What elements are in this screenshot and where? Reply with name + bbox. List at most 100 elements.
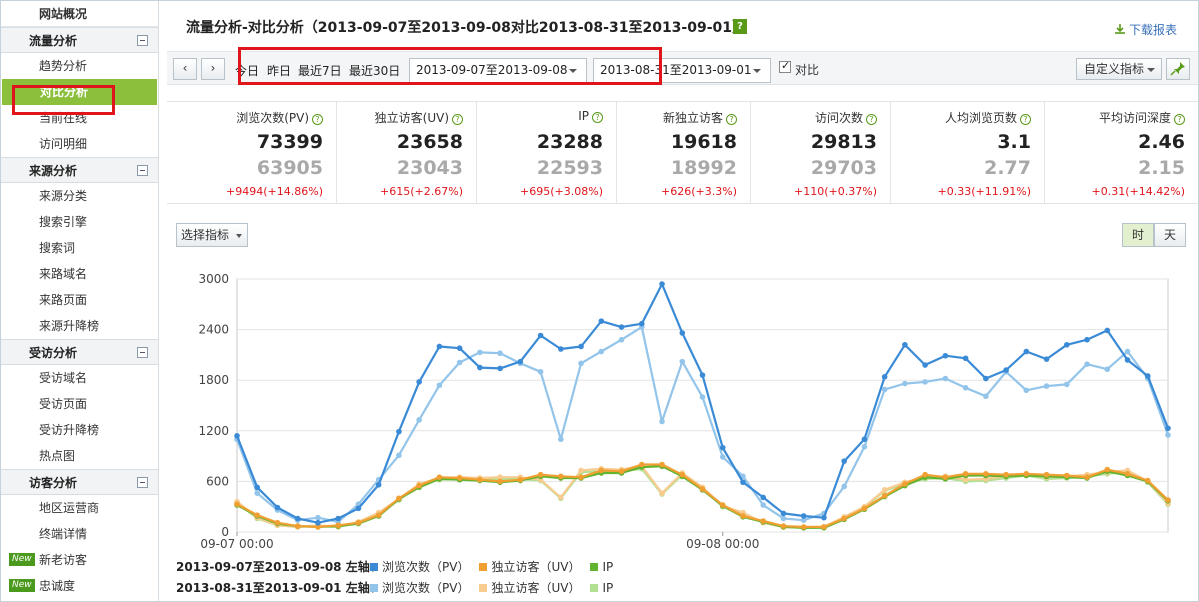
legend-item[interactable]: 独立访客（UV） xyxy=(477,557,580,578)
legend-swatch xyxy=(370,563,378,571)
legend-item[interactable]: 浏览次数（PV） xyxy=(368,578,469,599)
data-point xyxy=(436,343,443,350)
sidebar-item-overview[interactable]: 网站概况 xyxy=(1,1,158,27)
y-tick-label: 1800 xyxy=(198,373,229,387)
sidebar-item-visited-rank[interactable]: 受访升降榜 xyxy=(39,423,100,437)
data-point xyxy=(274,519,281,526)
legend-swatch xyxy=(479,584,488,592)
metric-diff: +0.31(+14.42%) xyxy=(1091,185,1185,198)
collapse-icon[interactable] xyxy=(137,347,148,358)
sidebar-item-visit-detail[interactable]: 访问明细 xyxy=(39,137,88,151)
metric-current: 19618 xyxy=(670,131,737,153)
metric-label: IP? xyxy=(578,109,603,123)
help-icon[interactable]: ? xyxy=(866,114,877,125)
data-point xyxy=(497,365,503,372)
help-icon[interactable]: ? xyxy=(592,112,603,123)
help-icon[interactable]: ? xyxy=(1020,114,1031,125)
data-point xyxy=(477,349,483,356)
data-point xyxy=(902,380,908,387)
sidebar-item-search-engine[interactable]: 搜索引擎 xyxy=(39,215,88,229)
pin-button[interactable] xyxy=(1166,58,1190,80)
metric-label: 新独立访客? xyxy=(663,109,737,126)
data-point xyxy=(922,379,928,385)
sidebar-item-new-returning[interactable]: New 新老访客 xyxy=(1,547,158,573)
chevron-down-icon xyxy=(753,69,761,73)
data-point xyxy=(436,382,443,389)
legend-item[interactable]: IP xyxy=(588,578,613,599)
help-icon[interactable]: ? xyxy=(452,114,463,125)
sidebar-item-device[interactable]: 终端详情 xyxy=(39,527,88,541)
help-icon[interactable]: ? xyxy=(312,114,323,125)
data-point xyxy=(558,494,564,501)
legend-period: 2013-08-31至2013-09-01 左轴： xyxy=(176,581,382,595)
data-point xyxy=(1023,387,1030,394)
sidebar-item-heatmap[interactable]: 热点图 xyxy=(39,449,76,463)
compare-label[interactable]: 对比 xyxy=(795,63,820,77)
sidebar-item-online[interactable]: 当前在线 xyxy=(39,111,88,125)
select-metric-dropdown[interactable]: 选择指标 xyxy=(176,223,248,247)
sidebar-group-visited[interactable]: 受访分析 xyxy=(1,339,158,365)
next-button[interactable]: › xyxy=(201,58,225,80)
data-point xyxy=(497,350,503,357)
sidebar-group-traffic[interactable]: 流量分析 xyxy=(1,27,158,53)
data-point xyxy=(841,458,847,464)
metric-label-text: IP xyxy=(578,109,589,123)
legend-item[interactable]: 浏览次数（PV） xyxy=(368,557,469,578)
metric-diff: +615(+2.67%) xyxy=(380,185,463,198)
sidebar-item-visited-domain[interactable]: 受访域名 xyxy=(39,371,88,385)
sidebar-group-source[interactable]: 来源分析 xyxy=(1,157,158,183)
data-point xyxy=(659,281,665,287)
collapse-icon[interactable] xyxy=(137,477,148,488)
quick-range-30days[interactable]: 最近30日 xyxy=(349,64,401,78)
granularity-day-button[interactable]: 天 xyxy=(1154,223,1186,247)
sidebar-item-source-category[interactable]: 来源分类 xyxy=(39,189,88,203)
sidebar-item-referrer-domain[interactable]: 来路域名 xyxy=(39,267,88,281)
sidebar-item-compare[interactable]: 对比分析 xyxy=(2,79,157,105)
collapse-icon[interactable] xyxy=(137,35,148,46)
granularity-hour-button[interactable]: 时 xyxy=(1122,223,1154,247)
quick-range-7days[interactable]: 最近7日 xyxy=(298,64,342,78)
data-point xyxy=(800,513,807,519)
data-point xyxy=(881,492,888,499)
title-bar: 流量分析-对比分析（2013-09-07至2013-09-08对比2013-08… xyxy=(167,1,1198,52)
data-point xyxy=(618,324,625,330)
x-tick-label: 09-07 00:00 xyxy=(200,537,273,551)
sidebar-item-trend[interactable]: 趋势分析 xyxy=(39,59,88,73)
legend-item[interactable]: 独立访客（UV） xyxy=(477,578,580,599)
x-tick-label: 09-08 00:00 xyxy=(686,537,759,551)
help-icon[interactable]: ? xyxy=(726,114,737,125)
data-point xyxy=(760,518,767,524)
custom-metrics-button[interactable]: 自定义指标 xyxy=(1076,58,1162,80)
sidebar-item-referrer-page[interactable]: 来路页面 xyxy=(39,293,88,307)
download-link[interactable]: 下载报表 xyxy=(1114,21,1177,38)
download-icon xyxy=(1114,24,1125,34)
data-point xyxy=(517,358,524,365)
collapse-icon[interactable] xyxy=(137,165,148,176)
quick-range-today[interactable]: 今日 xyxy=(235,64,260,78)
data-point xyxy=(436,474,443,480)
date-range-compare-value: 2013-08-31至2013-09-01 xyxy=(600,63,752,77)
legend-item[interactable]: IP xyxy=(588,557,613,578)
sidebar-item-source-rank[interactable]: 来源升降榜 xyxy=(39,319,100,333)
help-icon[interactable]: ? xyxy=(733,19,747,34)
data-point xyxy=(983,375,989,382)
data-point xyxy=(780,510,787,517)
sidebar-item-visited-page[interactable]: 受访页面 xyxy=(39,397,88,411)
date-range-primary[interactable]: 2013-09-07至2013-09-08 xyxy=(409,58,587,83)
metric-label-text: 独立访客(UV) xyxy=(374,111,449,125)
sidebar-item-region[interactable]: 地区运营商 xyxy=(39,501,100,515)
new-badge: New xyxy=(9,553,35,566)
data-point xyxy=(578,360,584,367)
data-point xyxy=(234,433,240,439)
compare-checkbox[interactable] xyxy=(779,59,791,73)
data-point xyxy=(456,359,463,366)
sidebar-item-search-term[interactable]: 搜索词 xyxy=(39,241,76,255)
metric-diff: +0.33(+11.91%) xyxy=(937,185,1031,198)
data-point xyxy=(679,471,686,478)
help-icon[interactable]: ? xyxy=(1174,114,1185,125)
quick-range-yesterday[interactable]: 昨日 xyxy=(267,64,292,78)
prev-button[interactable]: ‹ xyxy=(173,58,197,80)
date-range-compare[interactable]: 2013-08-31至2013-09-01 xyxy=(593,58,771,83)
sidebar-item-loyalty[interactable]: New 忠诚度 xyxy=(1,573,158,599)
sidebar-group-visitor[interactable]: 访客分析 xyxy=(1,469,158,495)
